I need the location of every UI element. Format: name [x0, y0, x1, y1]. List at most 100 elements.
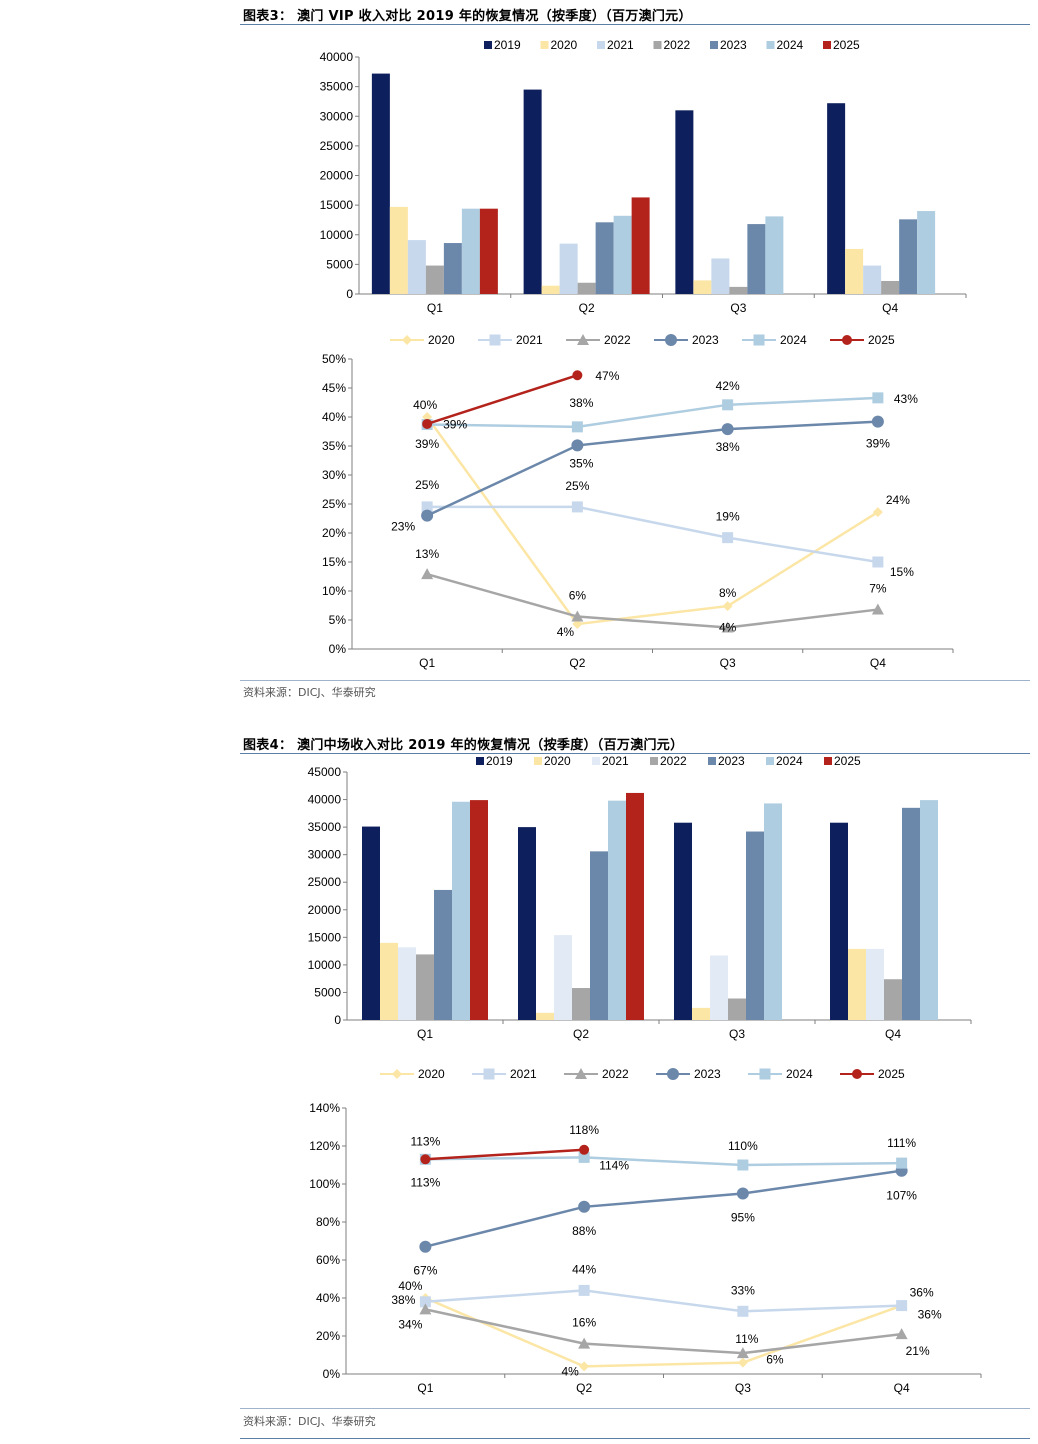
mass-bar-bar-2024-Q3: [764, 803, 782, 1020]
mass-line-xtick-label: Q1: [417, 1381, 433, 1395]
vip-bar-ytick-label: 20000: [320, 169, 354, 183]
figure3-bottom-rule: [240, 680, 1030, 681]
mass-bar-bar-2021-Q1: [398, 947, 416, 1020]
mass-bar-legend-label-2019: 2019: [486, 754, 513, 768]
mass-line-data-label-2024-Q1: 113%: [410, 1175, 440, 1189]
figure4-bottom-rule: [240, 1408, 1030, 1409]
vip-bar-bar-2022-Q4: [881, 280, 900, 294]
mass-bar-legend-swatch-2025: [824, 757, 832, 765]
mass-bar-bar-2019-Q3: [674, 822, 692, 1020]
vip-line-point-2021-Q4: [872, 556, 884, 568]
vip-bar-legend-label-2022: 2022: [664, 38, 691, 52]
vip-line-xtick-label: Q3: [720, 656, 736, 670]
mass-line-legend-label-2024: 2024: [786, 1067, 813, 1081]
vip-line-line-2025: [426, 374, 578, 426]
vip-line-data-label-2024-Q3: 42%: [716, 379, 740, 393]
vip-line-data-label-2022-Q4: 7%: [869, 582, 887, 596]
vip-line-ytick-label: 40%: [322, 410, 346, 424]
vip-line-xtick-label: Q2: [569, 656, 585, 670]
mass-line-line-2020: [424, 1296, 903, 1368]
mass-bar-legend-swatch-2019: [476, 757, 484, 765]
mass-line-point-2021-Q4: [896, 1300, 908, 1312]
vip-bar-xtick-label: Q3: [730, 301, 746, 315]
figure4-source: 资料来源：DICJ、华泰研究: [243, 1415, 376, 1428]
vip-line-point-2022-Q1: [421, 568, 434, 580]
mass-line-data-label-2020-Q2: 4%: [561, 1364, 579, 1378]
mass-line-data-label-2020-Q1: 40%: [398, 1279, 422, 1293]
mass-bar-legend-label-2023: 2023: [718, 754, 745, 768]
mass-bar-legend-label-2022: 2022: [660, 754, 687, 768]
vip-line-point-2023-Q1: [421, 509, 434, 522]
mass-bar-legend-swatch-2024: [766, 757, 774, 765]
vip-line-data-label-2021-Q4: 15%: [890, 565, 914, 579]
vip-line-data-label-2024-Q2: 38%: [569, 396, 593, 410]
mass-line-data-label-2024-Q3: 110%: [728, 1139, 758, 1153]
mass-bar-bar-2019-Q1: [362, 826, 380, 1020]
mass-line-legend-marker-2024: [759, 1068, 771, 1080]
vip-bar-legend-swatch-2021: [597, 41, 605, 49]
vip-line-ytick-label: 45%: [322, 381, 346, 395]
vip-line-ytick-label: 10%: [322, 584, 346, 598]
vip-line-legend-marker-2020: [402, 335, 412, 345]
vip-line-data-label-2023-Q3: 38%: [716, 440, 740, 454]
mass-bar-legend-swatch-2023: [708, 757, 716, 765]
mass-bar-bar-2023-Q1: [434, 889, 452, 1020]
vip-line-data-label-2022-Q1: 13%: [415, 547, 439, 561]
mass-line-data-label-2021-Q4: 36%: [918, 1308, 942, 1322]
mass-line-point-2025-Q1: [420, 1154, 431, 1165]
vip-line-data-label-2020-Q2: 4%: [557, 625, 575, 639]
vip-line-point-2025-Q1: [422, 418, 433, 429]
mass-bar-bar-2025-Q1: [470, 800, 488, 1020]
mass-line-point-2021-Q2: [578, 1284, 590, 1296]
vip-bar-bar-2019-Q2: [523, 89, 542, 295]
mass-line-point-2022-Q3: [736, 1347, 749, 1359]
mass-line-legend-marker-2020: [392, 1069, 402, 1079]
vip-line-point-2024-Q3: [722, 399, 734, 411]
mass-bar-ytick-label: 5000: [314, 985, 341, 999]
mass-line-legend-marker-2021: [483, 1068, 495, 1080]
vip-line-point-2023-Q2: [571, 439, 584, 452]
vip-line-legend-marker-2022: [577, 334, 589, 345]
mass-bar-legend-swatch-2022: [650, 757, 658, 765]
vip-bar-bar-2023-Q4: [899, 219, 918, 294]
vip-line-data-label-2021-Q1: 25%: [415, 478, 439, 492]
vip-line-point-2022-Q4: [871, 603, 884, 615]
mass-bar-bar-2021-Q3: [710, 955, 728, 1020]
vip-line-ytick-label: 5%: [329, 613, 347, 627]
mass-bar-bar-2020-Q3: [692, 1007, 710, 1020]
mass-line-data-label-2021-Q1: 38%: [391, 1293, 415, 1307]
mass-line-xtick-label: Q2: [576, 1381, 592, 1395]
vip-line-point-2025-Q2: [572, 370, 583, 381]
mass-line-data-label-2023-Q2: 88%: [572, 1224, 596, 1238]
mass-line-data-label-2023-Q3: 95%: [731, 1211, 755, 1225]
mass-line-data-label-2020-Q4: 36%: [910, 1286, 934, 1300]
mass-line-legend-label-2022: 2022: [602, 1067, 629, 1081]
vip-bar-ytick-label: 30000: [320, 109, 354, 123]
mass-bar-bar-2022-Q2: [572, 988, 590, 1020]
vip-line-data-label-2025-Q2: 47%: [595, 369, 619, 383]
vip-line-line-2021: [427, 505, 879, 564]
vip-bar-legend-label-2020: 2020: [551, 38, 578, 52]
vip-line-point-2023-Q4: [871, 415, 884, 428]
mass-line-data-label-2020-Q3: 6%: [766, 1353, 784, 1367]
mass-bar-bar-2024-Q2: [608, 800, 626, 1020]
vip-line-ytick-label: 50%: [322, 352, 346, 366]
vip-bar-bar-2024-Q2: [613, 215, 632, 294]
vip-bar-bar-2023-Q2: [595, 222, 614, 294]
vip-line-legend-label-2023: 2023: [692, 333, 719, 347]
vip-line-legend-marker-2021: [489, 334, 501, 346]
mass-bar-bar-2020-Q2: [536, 1012, 554, 1020]
mass-line-data-label-2022-Q4: 21%: [906, 1344, 930, 1358]
vip-line-line-2023: [426, 420, 878, 517]
mass-line-data-label-2021-Q3: 33%: [731, 1283, 755, 1297]
vip-bar-legend-swatch-2024: [766, 41, 775, 49]
vip-line-point-2023-Q3: [721, 423, 734, 436]
mass-line-point-2024-Q2: [578, 1151, 590, 1163]
mass-bar-legend-label-2024: 2024: [776, 754, 803, 768]
vip-bar-ytick-label: 35000: [320, 80, 354, 94]
vip-line-data-label-2023-Q2: 35%: [569, 456, 593, 470]
mass-line-point-2022-Q4: [895, 1328, 908, 1340]
vip-bar-xtick-label: Q2: [579, 301, 595, 315]
vip-line-legend-label-2024: 2024: [780, 333, 807, 347]
figure3-title: 图表3： 澳门 VIP 收入对比 2019 年的恢复情况（按季度）（百万澳门元）: [243, 9, 692, 24]
